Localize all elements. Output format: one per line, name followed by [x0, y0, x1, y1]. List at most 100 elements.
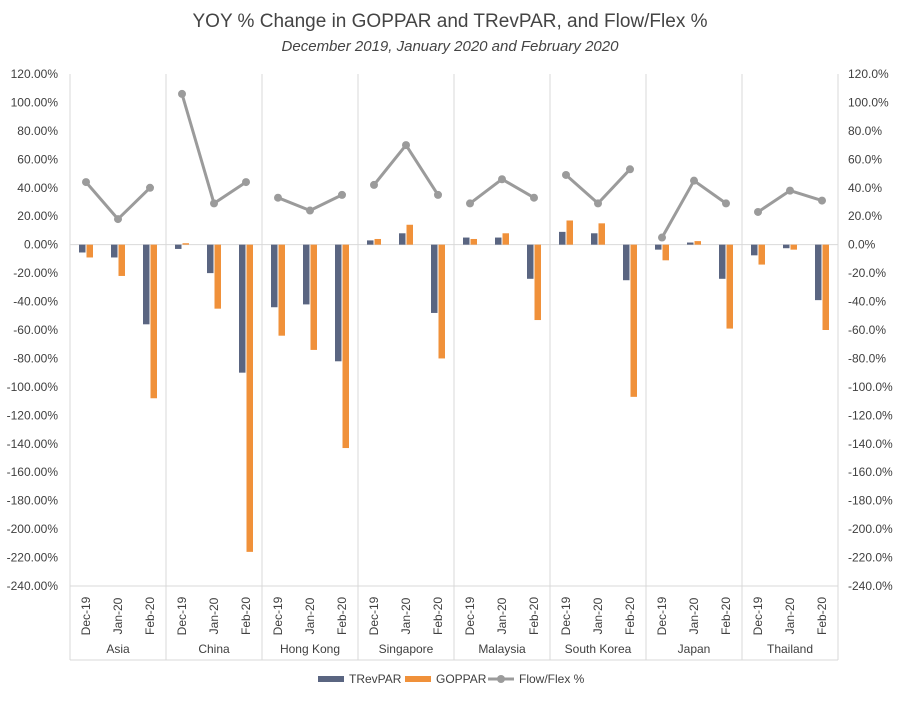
bar-trevpar — [719, 244, 726, 279]
y-axis-tick-label: 100.00% — [11, 95, 59, 109]
flow-flex-point — [658, 233, 666, 242]
month-label: Jan-20 — [207, 597, 221, 634]
y2-axis-tick-label: -20.0% — [848, 266, 886, 280]
y2-axis-tick-label: -160.0% — [848, 465, 893, 479]
y2-axis-tick-label: 100.0% — [848, 95, 889, 109]
y-axis-tick-label: 120.00% — [11, 67, 59, 81]
y-axis-tick-label: -80.00% — [13, 351, 58, 365]
bar-goppar — [694, 241, 701, 245]
month-label: Feb-20 — [143, 597, 157, 635]
group-label: Asia — [106, 642, 130, 656]
bar-trevpar — [751, 244, 758, 256]
flow-flex-point — [786, 186, 794, 195]
flow-flex-point — [114, 215, 122, 224]
month-label: Jan-20 — [495, 597, 509, 634]
y-axis-tick-label: 0.00% — [24, 238, 58, 252]
bar-trevpar — [687, 242, 694, 245]
y-axis-tick-label: -60.00% — [13, 323, 58, 337]
bar-trevpar — [783, 244, 790, 249]
y-axis-tick-label: 60.00% — [17, 152, 58, 166]
y2-axis-tick-label: -80.0% — [848, 351, 886, 365]
bar-trevpar — [303, 244, 310, 305]
y2-axis-tick-label: -180.0% — [848, 494, 893, 508]
y2-axis-tick-label: 80.0% — [848, 124, 882, 138]
legend-label: Flow/Flex % — [519, 672, 585, 686]
bar-trevpar — [143, 244, 150, 325]
y-axis-tick-label: 80.00% — [17, 124, 58, 138]
flow-flex-line-segment — [180, 93, 247, 205]
bar-goppar — [342, 244, 349, 449]
month-label: Feb-20 — [335, 597, 349, 635]
bar-trevpar — [271, 244, 278, 308]
bar-trevpar — [463, 237, 470, 245]
y2-axis-tick-label: -100.0% — [848, 380, 893, 394]
group-label: Singapore — [379, 642, 434, 656]
flow-flex-point — [594, 199, 602, 208]
y2-axis-tick-label: 40.0% — [848, 181, 882, 195]
flow-flex-point — [754, 207, 762, 216]
y2-axis-tick-label: -220.0% — [848, 551, 893, 565]
month-label: Feb-20 — [527, 597, 541, 635]
month-label: Dec-19 — [79, 596, 93, 635]
month-label: Jan-20 — [687, 597, 701, 634]
bar-goppar — [118, 244, 125, 276]
month-label: Feb-20 — [239, 597, 253, 635]
bar-goppar — [822, 244, 829, 330]
month-label: Feb-20 — [719, 597, 733, 635]
bar-goppar — [278, 244, 285, 336]
flow-flex-point — [498, 175, 506, 184]
y2-axis-tick-label: 60.0% — [848, 152, 882, 166]
bar-trevpar — [655, 244, 662, 250]
flow-flex-point — [466, 199, 474, 208]
bar-trevpar — [527, 244, 534, 279]
legend-label: TRevPAR — [349, 672, 402, 686]
flow-flex-point — [338, 190, 346, 199]
bar-trevpar — [591, 233, 598, 245]
month-label: Feb-20 — [623, 597, 637, 635]
flow-flex-point — [434, 190, 442, 199]
month-label: Feb-20 — [815, 597, 829, 635]
bar-trevpar — [815, 244, 822, 301]
month-label: Dec-19 — [559, 596, 573, 635]
bar-goppar — [502, 233, 509, 245]
y2-axis-tick-label: -140.0% — [848, 437, 893, 451]
y-axis-tick-label: -100.00% — [7, 380, 59, 394]
y-axis-tick-label: -160.00% — [7, 465, 59, 479]
y2-axis-tick-label: -240.0% — [848, 579, 893, 593]
plot-area: 120.00% 100.00% 80.00% 60.00% 40.00% 20.00% 0.… — [7, 67, 893, 661]
bar-goppar — [86, 244, 93, 258]
flow-flex-point — [402, 141, 410, 150]
bar-trevpar — [175, 244, 182, 249]
bar-trevpar — [559, 231, 566, 245]
month-label: Dec-19 — [751, 596, 765, 635]
flow-flex-point — [722, 199, 730, 208]
flow-flex-point — [530, 193, 538, 202]
bar-trevpar — [79, 244, 86, 253]
y2-axis-tick-label: -200.0% — [848, 522, 893, 536]
month-label: Jan-20 — [591, 597, 605, 634]
flow-flex-point — [146, 183, 154, 192]
y-axis-tick-label: -180.00% — [7, 494, 59, 508]
bar-trevpar — [623, 244, 630, 281]
group-label: Hong Kong — [280, 642, 340, 656]
group-label: Thailand — [767, 642, 813, 656]
month-label: Jan-20 — [111, 597, 125, 634]
bar-goppar — [598, 223, 605, 245]
y-axis-tick-label: -40.00% — [13, 295, 58, 309]
bar-goppar — [790, 244, 797, 250]
flow-flex-point — [690, 176, 698, 185]
month-label: Jan-20 — [783, 597, 797, 634]
bar-goppar — [182, 243, 189, 245]
bar-goppar — [406, 224, 413, 245]
bar-goppar — [374, 238, 381, 245]
y-axis-tick-label: -200.00% — [7, 522, 59, 536]
bar-trevpar — [399, 233, 406, 245]
y2-axis-tick-label: 120.0% — [848, 67, 889, 81]
bar-goppar — [310, 244, 317, 350]
bar-trevpar — [335, 244, 342, 362]
flow-flex-point — [562, 170, 570, 179]
flow-flex-point — [306, 206, 314, 215]
bar-goppar — [534, 244, 541, 321]
month-label: Feb-20 — [431, 597, 445, 635]
